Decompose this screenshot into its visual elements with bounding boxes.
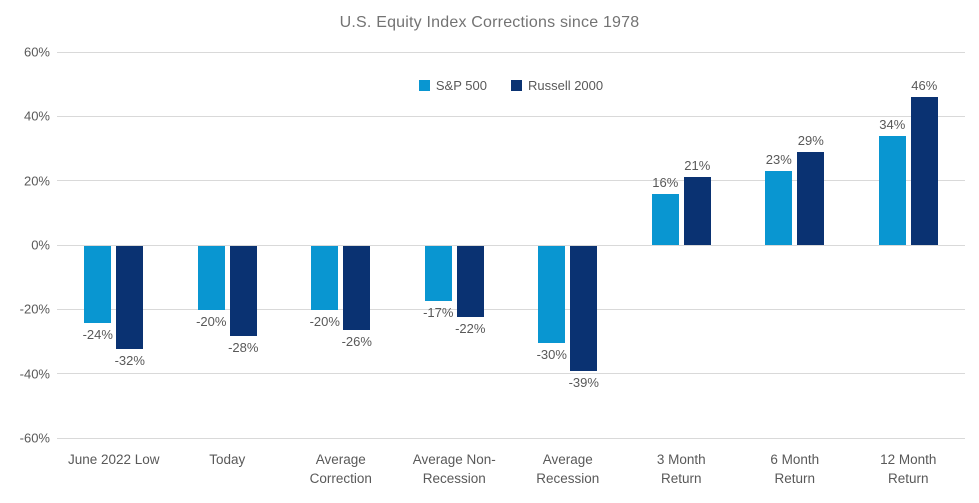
bar-s-p-500-3-month-return bbox=[651, 193, 679, 245]
bar-value-label: -32% bbox=[114, 352, 145, 368]
bar-russell-2000-average-non-recession bbox=[456, 246, 484, 317]
gridline bbox=[57, 437, 965, 439]
bar-russell-2000-today bbox=[229, 246, 257, 337]
x-axis-labels: June 2022 Low Today Average Correction Aver… bbox=[57, 450, 965, 500]
bar-value-label: 46% bbox=[911, 78, 938, 94]
y-axis-tick-label: -20% bbox=[19, 301, 50, 317]
gridline bbox=[57, 373, 965, 375]
bar-s-p-500-12-month-return bbox=[878, 135, 906, 245]
bar-russell-2000-average-recession bbox=[570, 246, 598, 372]
bar-russell-2000-average-correction bbox=[343, 246, 371, 330]
bar-value-label: -17% bbox=[423, 304, 454, 320]
bar-value-label: 16% bbox=[652, 174, 679, 190]
bar-value-label: 34% bbox=[879, 116, 906, 132]
bar-value-label: -20% bbox=[309, 314, 340, 330]
bar-value-label: 21% bbox=[684, 158, 711, 174]
bar-value-label: -20% bbox=[196, 314, 227, 330]
x-axis-category-label: 3 Month Return bbox=[656, 452, 706, 486]
bar-value-label: 23% bbox=[765, 152, 792, 168]
y-axis-tick-label: -40% bbox=[19, 366, 50, 382]
y-axis-tick-label: 40% bbox=[23, 108, 50, 124]
x-axis-category-label: Average Recession bbox=[536, 452, 600, 486]
x-axis-category-label: Average Non- Recession bbox=[412, 452, 496, 486]
gridline bbox=[57, 115, 965, 117]
bar-s-p-500-june-2022-low bbox=[84, 246, 112, 324]
bar-s-p-500-today bbox=[197, 246, 225, 311]
bar-value-label: -39% bbox=[568, 375, 599, 391]
x-axis-category-label: 12 Month Return bbox=[880, 452, 937, 486]
bar-russell-2000-12-month-return bbox=[910, 97, 938, 245]
gridline bbox=[57, 51, 965, 53]
y-axis-tick-label: -60% bbox=[19, 430, 50, 446]
gridline bbox=[57, 308, 965, 310]
sp500-swatch-icon bbox=[418, 80, 430, 91]
chart-title: U.S. Equity Index Corrections since 1978 bbox=[339, 14, 640, 31]
bar-value-label: -22% bbox=[455, 320, 486, 336]
legend-item-russell2000: Russell 2000 bbox=[510, 78, 604, 93]
russell2000-swatch-icon bbox=[510, 80, 522, 91]
chart-legend: S&P 500 Russell 2000 bbox=[57, 78, 965, 93]
legend-label-sp500: S&P 500 bbox=[435, 78, 487, 93]
legend-label-russell2000: Russell 2000 bbox=[527, 78, 604, 93]
gridline bbox=[57, 180, 965, 182]
bar-value-label: -28% bbox=[228, 340, 259, 356]
bar-s-p-500-6-month-return bbox=[765, 171, 793, 245]
y-axis-tick-label: 60% bbox=[23, 44, 50, 60]
y-axis-tick-label: 20% bbox=[23, 173, 50, 189]
bar-s-p-500-average-recession bbox=[538, 246, 566, 343]
bar-russell-2000-3-month-return bbox=[683, 177, 711, 245]
x-axis-category-label: 6 Month Return bbox=[770, 452, 820, 486]
x-axis-category-label: June 2022 Low bbox=[67, 452, 160, 467]
gridline bbox=[57, 244, 965, 246]
bar-value-label: -30% bbox=[536, 346, 567, 362]
bar-s-p-500-average-correction bbox=[311, 246, 339, 311]
bar-russell-2000-6-month-return bbox=[797, 151, 825, 245]
plot-area: -24% -32% -20% -28% -20% -26% -17% -22% -30% -39%… bbox=[57, 51, 965, 439]
x-axis-category-label: Average Correction bbox=[309, 452, 372, 486]
y-axis-tick-label: 0% bbox=[31, 237, 50, 253]
bar-s-p-500-average-non-recession bbox=[424, 246, 452, 301]
bar-value-label: -26% bbox=[341, 333, 372, 349]
bar-value-label: 29% bbox=[797, 132, 824, 148]
bar-value-label: -24% bbox=[82, 327, 113, 343]
x-axis-category-label: Today bbox=[209, 452, 246, 467]
bar-russell-2000-june-2022-low bbox=[116, 246, 144, 349]
legend-item-sp500: S&P 500 bbox=[418, 78, 487, 93]
